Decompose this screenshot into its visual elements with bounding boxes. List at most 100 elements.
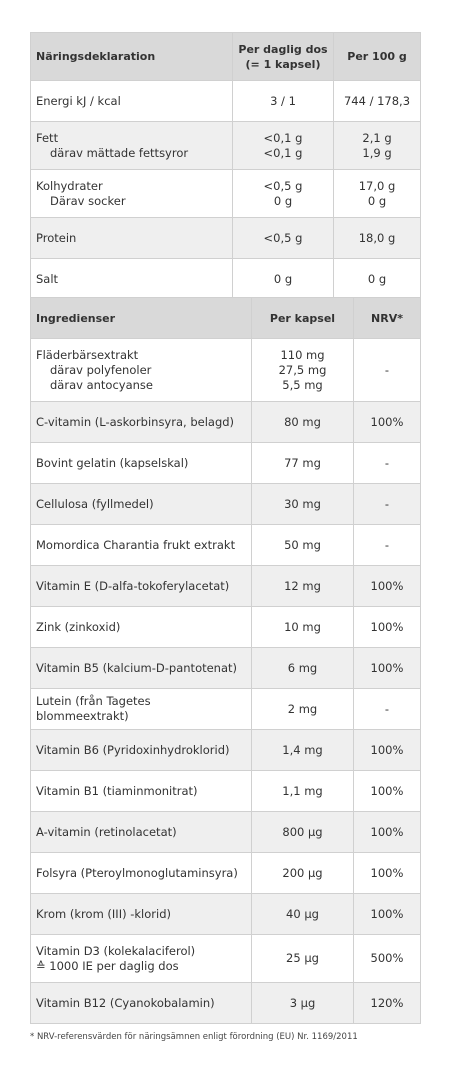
cell-line: A-vitamin (retinolacetat): [36, 824, 177, 839]
cell-line: 120%: [370, 995, 404, 1010]
cell-line: 30 mg: [284, 496, 321, 511]
cell: Fett därav mättade fettsyror: [30, 121, 233, 170]
row: Vitamin B5 (kalcium-D-pantotenat) 6 mg 100…: [30, 647, 421, 689]
cell-line: 1,1 mg: [282, 783, 323, 798]
cell-line: 40 µg: [286, 906, 319, 921]
cell-line: Näringsdeklaration: [36, 50, 156, 63]
cell: 800 µg: [251, 811, 354, 853]
cell-line: Vitamin B12 (Cyanokobalamin): [36, 995, 215, 1010]
cell-line: Salt: [36, 271, 59, 286]
cell: Lutein (från Tagetes blommeextrakt): [30, 688, 252, 730]
cell: Vitamin E (D-alfa-tokoferylacetat): [30, 565, 252, 607]
cell-line: NRV*: [371, 311, 403, 325]
cell-line: Per daglig dos: [238, 42, 328, 56]
cell-line: Krom (krom (III) -klorid): [36, 906, 171, 921]
row: Vitamin B12 (Cyanokobalamin) 3 µg 120%: [30, 982, 421, 1024]
cell-line: <0,5 g: [263, 178, 303, 193]
cell-line: 77 mg: [284, 455, 321, 470]
cell-line: -: [384, 496, 390, 511]
cell-line: <0,5 g: [263, 230, 303, 245]
cell: 200 µg: [251, 852, 354, 894]
cell-line: Vitamin E (D-alfa-tokoferylacetat): [36, 578, 230, 593]
cell: Energi kJ / kcal: [30, 80, 233, 122]
cell-line: Vitamin B1 (tiaminmonitrat): [36, 783, 198, 798]
row: Momordica Charantia frukt extrakt 50 mg -: [30, 524, 421, 566]
cell: Cellulosa (fyllmedel): [30, 483, 252, 525]
header-row: Ingredienser Per kapsel NRV*: [30, 297, 421, 339]
cell: -: [353, 338, 421, 402]
cell-line: 100%: [370, 742, 404, 757]
header-cell: Per daglig dos (= 1 kapsel): [232, 32, 334, 81]
cell: C-vitamin (L-askorbinsyra, belagd): [30, 401, 252, 443]
cell-line: (= 1 kapsel): [245, 57, 321, 71]
cell-line: 18,0 g: [358, 230, 396, 245]
cell-line: 100%: [370, 578, 404, 593]
header-row: Näringsdeklaration Per daglig dos (= 1 kap…: [30, 32, 421, 81]
row: A-vitamin (retinolacetat) 800 µg 100%: [30, 811, 421, 853]
cell-line: 5,5 mg: [282, 377, 323, 392]
cell: A-vitamin (retinolacetat): [30, 811, 252, 853]
header-cell: NRV*: [353, 297, 421, 339]
row: Lutein (från Tagetes blommeextrakt) 2 mg -: [30, 688, 421, 730]
cell-line: 25 µg: [286, 951, 319, 965]
cell: 100%: [353, 729, 421, 771]
cell: 2,1 g 1,9 g: [333, 121, 421, 170]
cell: Krom (krom (III) -klorid): [30, 893, 252, 935]
ingredients-table: Ingredienser Per kapsel NRV* Fläderbärsextr…: [30, 297, 421, 1024]
cell: -: [353, 688, 421, 730]
cell: 100%: [353, 811, 421, 853]
cell: <0,1 g <0,1 g: [232, 121, 334, 170]
header-cell: Per kapsel: [251, 297, 354, 339]
row: Salt 0 g 0 g: [30, 258, 421, 300]
cell: 1,4 mg: [251, 729, 354, 771]
cell-line: 0 g: [273, 271, 293, 286]
cell: 0 g: [232, 258, 334, 300]
cell-line: C-vitamin (L-askorbinsyra, belagd): [36, 414, 235, 429]
cell: Vitamin B5 (kalcium-D-pantotenat): [30, 647, 252, 689]
row: Energi kJ / kcal 3 / 1 744 / 178,3: [30, 80, 421, 122]
cell: 100%: [353, 647, 421, 689]
row: Folsyra (Pteroylmonoglutaminsyra) 200 µg 1…: [30, 852, 421, 894]
cell: Vitamin D3 (kolekalaciferol) ≙ 1000 IE pe…: [30, 934, 252, 983]
row: C-vitamin (L-askorbinsyra, belagd) 80 mg 1…: [30, 401, 421, 443]
cell: 10 mg: [251, 606, 354, 648]
cell-line: 800 µg: [282, 824, 323, 839]
cell: 100%: [353, 401, 421, 443]
cell: Protein: [30, 217, 233, 259]
footnote: * NRV-referensvärden för näringsämnen en…: [30, 1032, 358, 1042]
cell-line: 100%: [370, 660, 404, 675]
cell: Fläderbärsextrakt därav polyfenoler därav …: [30, 338, 252, 402]
cell: 100%: [353, 770, 421, 812]
cell: Salt: [30, 258, 233, 300]
cell: -: [353, 524, 421, 566]
cell: 100%: [353, 606, 421, 648]
cell-line: 10 mg: [284, 619, 321, 634]
cell-line: 3 / 1: [270, 93, 296, 108]
cell: -: [353, 442, 421, 484]
cell-line: 12 mg: [284, 578, 321, 593]
cell-line: därav antocyanse: [50, 377, 153, 392]
cell-line: 0 g: [273, 193, 293, 208]
cell-line: 50 mg: [284, 537, 321, 552]
cell-line: Därav socker: [50, 193, 126, 208]
cell-line: 100%: [370, 783, 404, 798]
cell-line: 1,9 g: [362, 145, 392, 160]
cell: Vitamin B6 (Pyridoxinhydroklorid): [30, 729, 252, 771]
cell: 1,1 mg: [251, 770, 354, 812]
row: Vitamin D3 (kolekalaciferol) ≙ 1000 IE pe…: [30, 934, 421, 983]
cell: -: [353, 483, 421, 525]
cell-line: Protein: [36, 230, 77, 245]
cell: 80 mg: [251, 401, 354, 443]
cell-line: Bovint gelatin (kapselskal): [36, 455, 189, 470]
cell-line: 3 µg: [289, 995, 316, 1010]
cell-line: 744 / 178,3: [343, 93, 411, 108]
cell: 2 mg: [251, 688, 354, 730]
cell-line: Energi kJ / kcal: [36, 93, 121, 108]
cell: 12 mg: [251, 565, 354, 607]
cell-line: -: [384, 701, 390, 716]
header-cell: Ingredienser: [30, 297, 252, 339]
cell: 77 mg: [251, 442, 354, 484]
cell: 30 mg: [251, 483, 354, 525]
cell-line: Vitamin B6 (Pyridoxinhydroklorid): [36, 742, 230, 757]
